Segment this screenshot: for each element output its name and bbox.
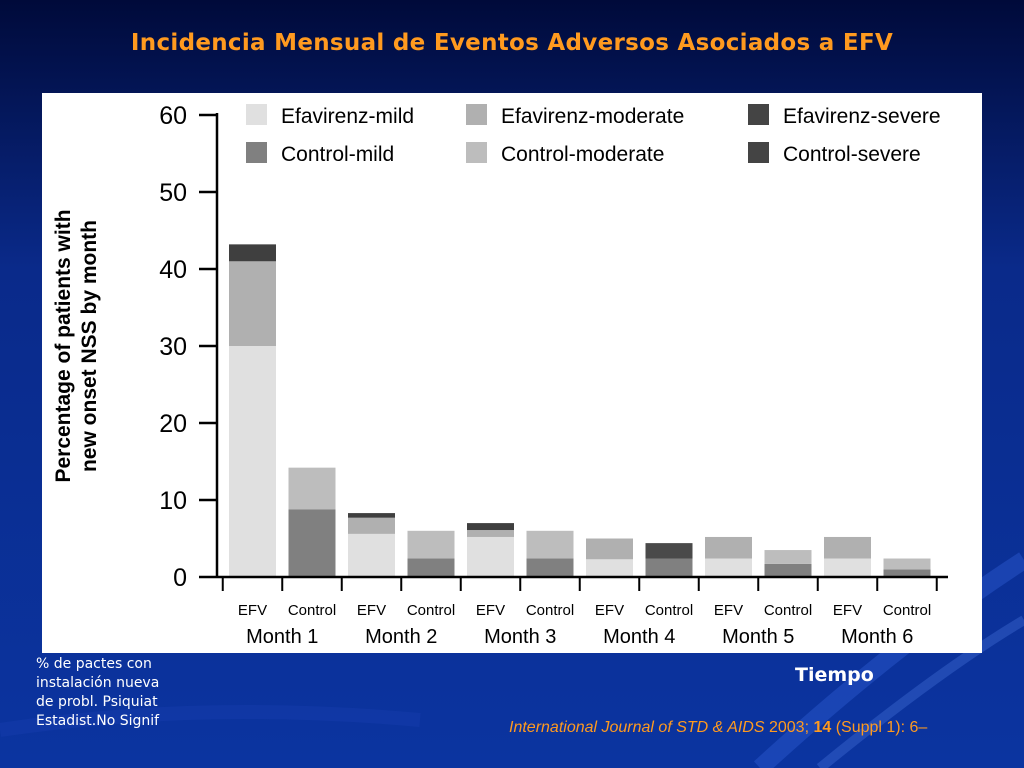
legend-label: Efavirenz-moderate (501, 105, 684, 128)
citation-pages: (Suppl 1): 6– (831, 719, 928, 736)
citation: International Journal of STD & AIDS 2003… (509, 719, 927, 737)
x-category-label: Control (288, 602, 336, 619)
x-category-label: EFV (238, 602, 267, 619)
bar-segment-efv-mild (229, 346, 276, 577)
x-category-label: EFV (476, 602, 505, 619)
side-note-line: instalación nueva (36, 675, 160, 691)
x-category-label: Control (526, 602, 574, 619)
bar-segment-control-mild (645, 558, 693, 577)
bar-segment-efv-mild (467, 536, 514, 577)
bar-segment-efv-severe (467, 523, 514, 531)
slide-title: Incidencia Mensual de Eventos Adversos A… (130, 30, 894, 56)
bar-segment-efv-moderate (824, 536, 871, 559)
x-category-label: Control (407, 602, 455, 619)
legend-swatch (246, 142, 267, 163)
bar-segment-control-moderate (288, 467, 336, 510)
citation-journal: International Journal of STD & AIDS (509, 719, 765, 736)
legend-swatch (748, 104, 769, 125)
bar-segment-efv-moderate (705, 536, 752, 559)
stacked-bar-chart: 0 10 20 30 40 50 60 Percentage of patients with… (52, 102, 948, 648)
y-tick-label: 30 (159, 333, 187, 361)
x-group-label: Month 1 (246, 626, 318, 648)
y-tick-label: 0 (173, 564, 187, 592)
x-category-label: Control (883, 602, 931, 619)
side-note-line: de probl. Psiquiat (36, 694, 158, 710)
citation-volume: 14 (813, 719, 832, 736)
bar-segment-control-mild (883, 569, 931, 577)
bar-segment-efv-moderate (348, 517, 395, 534)
citation-year: 2003; (764, 719, 814, 736)
bar-segment-efv-mild (705, 558, 752, 577)
x-category-label: EFV (833, 602, 862, 619)
bar-segment-efv-mild (348, 533, 395, 577)
legend-label: Control-mild (281, 143, 394, 166)
x-category-label: Control (645, 602, 693, 619)
side-note: % de pactes con instalación nueva de pro… (36, 655, 216, 731)
bar-segment-efv-mild (824, 558, 871, 577)
y-tick-label: 20 (159, 410, 187, 438)
bar-segment-control-moderate (883, 558, 931, 570)
bar-segment-efv-mild (586, 559, 633, 577)
legend-swatch (466, 104, 487, 125)
legend-label: Efavirenz-severe (783, 105, 941, 128)
bar-segment-control-mild (288, 509, 336, 577)
legend-swatch (246, 104, 267, 125)
x-category-label: EFV (714, 602, 743, 619)
bar-segment-control-moderate (764, 550, 812, 564)
side-note-line: Estadist.No Signif (36, 713, 160, 729)
bar-segment-efv-severe (348, 513, 395, 518)
bar-segment-efv-moderate (467, 530, 514, 537)
bar-segment-control-severe (645, 543, 693, 559)
y-tick-label: 10 (159, 487, 187, 515)
bar-segment-control-moderate (526, 530, 574, 559)
x-group-label: Month 5 (722, 626, 794, 648)
chart-panel: 0 10 20 30 40 50 60 Percentage of patients with… (42, 93, 982, 653)
y-tick-label: 40 (159, 256, 187, 284)
x-category-label: Control (764, 602, 812, 619)
bar-segment-efv-severe (229, 244, 276, 262)
x-group-label: Month 6 (841, 626, 913, 648)
bar-segment-efv-moderate (229, 261, 276, 346)
x-category-label: EFV (595, 602, 624, 619)
legend-label: Control-severe (783, 143, 921, 166)
x-caption: Tiempo (795, 664, 874, 686)
y-axis-label: new onset NSS by month (78, 220, 101, 472)
side-note-line: % de pactes con (36, 656, 152, 672)
x-group-label: Month 3 (484, 626, 556, 648)
y-tick-label: 50 (159, 179, 187, 207)
legend-label: Efavirenz-mild (281, 105, 414, 128)
x-group-label: Month 2 (365, 626, 437, 648)
y-axis-label: Percentage of patients with (52, 209, 75, 482)
bar-segment-control-moderate (407, 530, 455, 559)
y-tick-label: 60 (159, 102, 187, 130)
bar-segment-control-mild (526, 558, 574, 577)
bar-segment-control-mild (407, 558, 455, 577)
legend-label: Control-moderate (501, 143, 664, 166)
legend-swatch (748, 142, 769, 163)
bar-segment-efv-moderate (586, 538, 633, 560)
x-group-label: Month 4 (603, 626, 675, 648)
bar-segment-control-mild (764, 563, 812, 577)
x-category-label: EFV (357, 602, 386, 619)
legend-swatch (466, 142, 487, 163)
